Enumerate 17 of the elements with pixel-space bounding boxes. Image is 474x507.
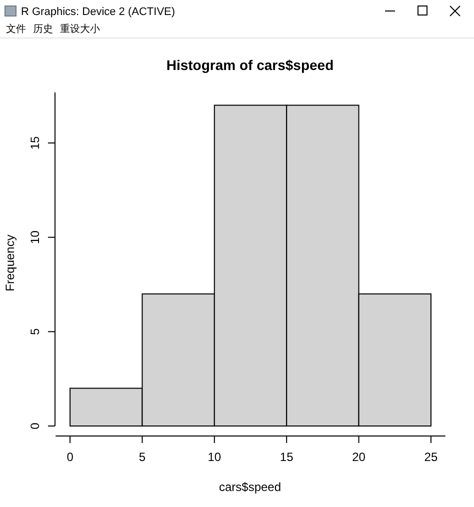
text: 历史 [33,23,53,35]
x-tick-label: 5 [138,450,146,464]
text: 文件 [6,23,26,35]
y-tick-label: 0 [28,422,42,430]
text: 重设大小 [60,23,100,35]
y-tick-label: 15 [28,136,42,150]
text: R Graphics: Device 2 (ACTIVE) [21,6,176,18]
x-tick-label: 15 [280,450,294,464]
y-tick-label: 10 [28,230,42,244]
y-tick-label: 5 [28,328,42,335]
x-tick-label: 25 [424,450,438,464]
y-axis-title: Frequency [3,234,17,292]
x-axis-title: cars$speed [218,480,282,494]
chart-title: Histogram of cars$speed [166,57,334,73]
x-tick-label: 20 [352,450,366,464]
x-tick-label: 10 [208,450,222,464]
x-tick-label: 0 [66,450,74,464]
